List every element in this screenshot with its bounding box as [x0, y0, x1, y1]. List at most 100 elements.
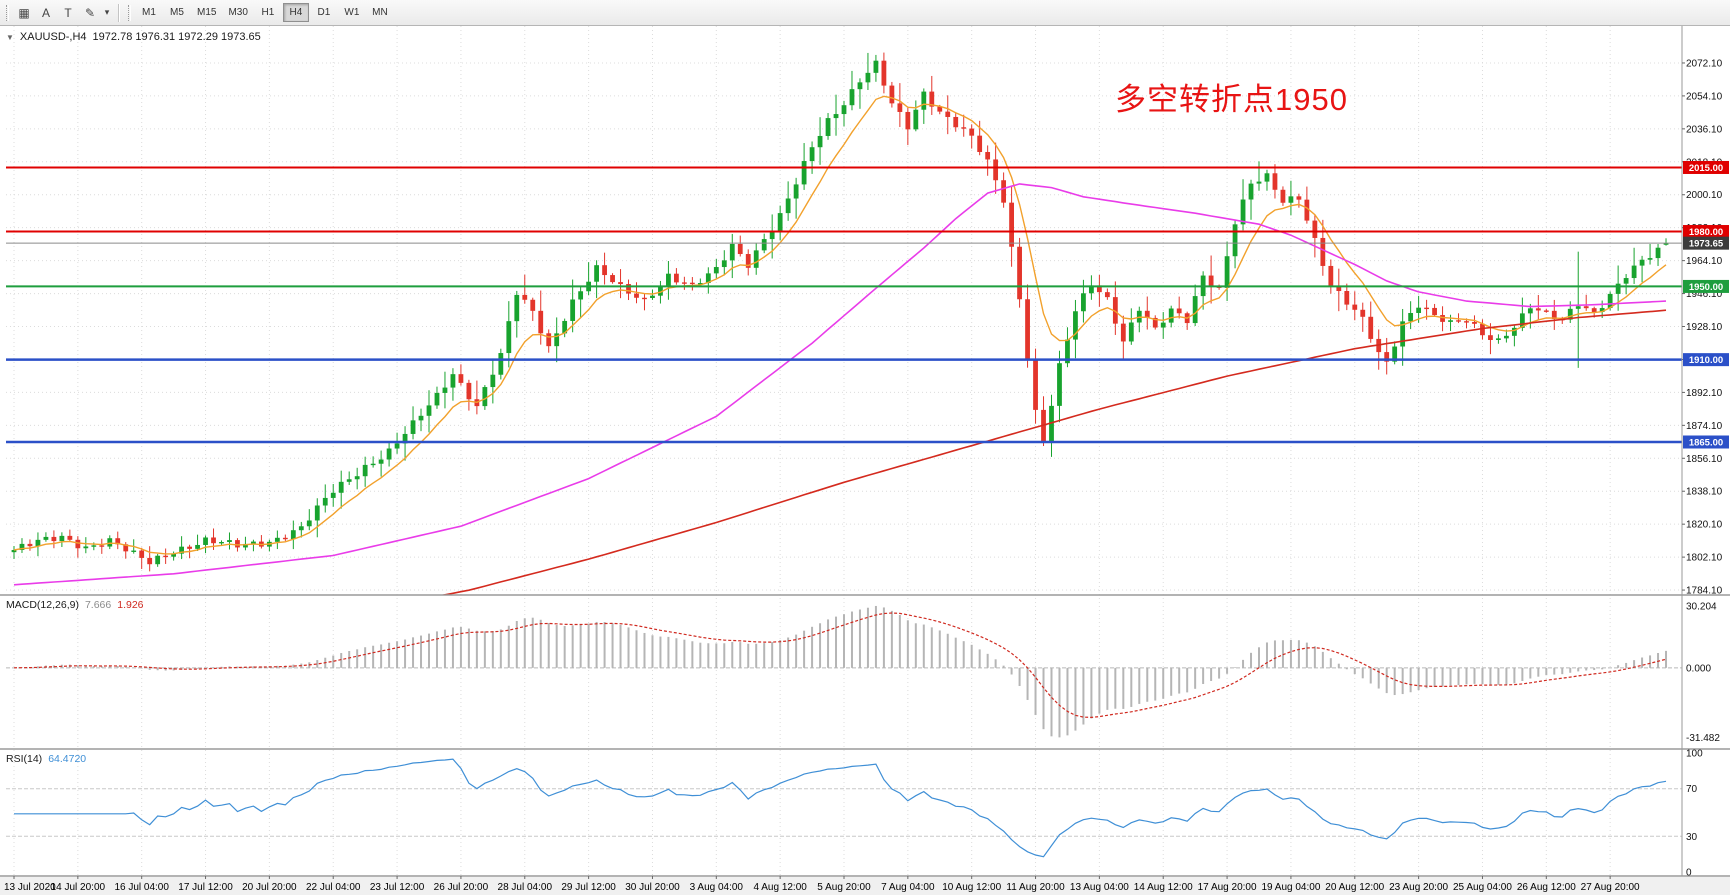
time-axis-label: 19 Aug 04:00 — [1261, 882, 1320, 893]
svg-text:2015.00: 2015.00 — [1689, 163, 1723, 174]
rsi-name-text: RSI(14) — [6, 753, 43, 765]
textbox-tool-button[interactable]: T — [57, 3, 79, 23]
time-axis-label: 4 Aug 12:00 — [753, 882, 807, 893]
horizontal-level-lines[interactable] — [6, 166, 1682, 444]
current-price-tag[interactable]: 1973.65 — [1683, 236, 1729, 250]
time-axis-label: 13 Aug 04:00 — [1070, 882, 1129, 893]
svg-text:1865.00: 1865.00 — [1689, 437, 1723, 448]
svg-text:1980.00: 1980.00 — [1689, 227, 1723, 238]
grid-lines — [6, 26, 1682, 876]
svg-text:1950.00: 1950.00 — [1689, 282, 1723, 293]
time-axis-label: 27 Aug 20:00 — [1581, 882, 1640, 893]
time-axis-label: 17 Jul 12:00 — [178, 882, 233, 893]
toolbar-separator — [118, 3, 119, 22]
time-axis-label: 11 Aug 20:00 — [1006, 882, 1065, 893]
macd-signal-value-text: 1.926 — [117, 599, 144, 611]
top-toolbar: ▦ A T ✎ ▾ M1 M5 M15 M30 H1 H4 D1 W1 MN — [0, 0, 1730, 26]
price-axis-label: 1892.10 — [1686, 388, 1723, 399]
time-axis-label: 25 Aug 04:00 — [1453, 882, 1512, 893]
timeframe-button-h1[interactable]: H1 — [255, 3, 281, 22]
price-tag-1910.00[interactable]: 1910.00 — [1683, 353, 1729, 367]
pane-separators — [0, 26, 1730, 877]
time-axis-label: 10 Aug 12:00 — [942, 882, 1001, 893]
ma-fast-line — [13, 95, 1667, 555]
rsi-line — [14, 758, 1667, 858]
chevron-down-icon: ▾ — [104, 7, 110, 17]
rsi-value-text: 64.4720 — [48, 753, 87, 765]
chart-symbol-label: ▼ XAUUSD-,H4 1972.78 1976.31 1972.29 197… — [6, 31, 261, 43]
chart-annotation-text[interactable]: 多空转折点1950 — [1115, 82, 1348, 117]
toolbar-grip[interactable] — [128, 4, 131, 21]
candlestick-series — [11, 52, 1669, 572]
price-axis-label: 2054.10 — [1686, 91, 1723, 102]
time-axis-label: 14 Aug 12:00 — [1134, 882, 1193, 893]
timeframe-button-h4[interactable]: H4 — [282, 3, 309, 22]
svg-text:1910.00: 1910.00 — [1689, 355, 1723, 366]
price-tag-1950.00[interactable]: 1950.00 — [1683, 279, 1729, 293]
price-axis-label: 1838.10 — [1686, 487, 1723, 498]
drawing-tool-button[interactable]: ✎ — [79, 3, 101, 23]
timeframe-button-w1[interactable]: W1 — [339, 3, 365, 22]
macd-axis-label: 0.000 — [1686, 663, 1711, 674]
axis-labels: 2072.102054.102036.102018.102000.101982.… — [1682, 58, 1723, 879]
price-axis-label: 1820.10 — [1686, 520, 1723, 531]
rsi-axis-label: 30 — [1686, 832, 1698, 843]
time-axis-label: 20 Jul 20:00 — [242, 882, 297, 893]
toolbar-grip[interactable] — [6, 4, 9, 21]
price-axis-label: 1784.10 — [1686, 586, 1723, 597]
ma-slow-line — [439, 309, 1667, 595]
pattern-tool-button[interactable]: ▦ — [13, 3, 35, 23]
price-tag-1980.00[interactable]: 1980.00 — [1683, 225, 1729, 239]
price-tag-1865.00[interactable]: 1865.00 — [1683, 435, 1729, 449]
macd-axis-label: -31.482 — [1686, 733, 1720, 744]
price-axis-label: 1946.10 — [1686, 289, 1723, 300]
collapse-icon[interactable]: ▼ — [6, 32, 14, 42]
ma-medium-line — [13, 183, 1667, 586]
time-axis-label: 26 Aug 12:00 — [1517, 882, 1576, 893]
macd-name-text: MACD(12,26,9) — [6, 599, 79, 611]
time-axis-label: 13 Jul 2020 — [4, 882, 56, 893]
drawing-dropdown-button[interactable]: ▾ — [101, 3, 113, 23]
time-axis-label: 7 Aug 04:00 — [881, 882, 935, 893]
letter-t-icon: T — [64, 5, 72, 20]
price-tag-2015.00[interactable]: 2015.00 — [1683, 160, 1729, 174]
time-axis-label: 16 Jul 04:00 — [114, 882, 169, 893]
pattern-grid-icon: ▦ — [18, 5, 30, 20]
time-axis-label: 14 Jul 20:00 — [51, 882, 106, 893]
price-axis-label: 1856.10 — [1686, 454, 1723, 465]
price-axis-label: 2072.10 — [1686, 58, 1723, 69]
time-axis-label: 30 Jul 20:00 — [625, 882, 680, 893]
timeframe-button-m1[interactable]: M1 — [136, 3, 162, 22]
time-axis-label: 22 Jul 04:00 — [306, 882, 361, 893]
price-tags[interactable]: 2015.00 1980.00 1950.00 1910.00 1865.00 1973.… — [1683, 160, 1729, 449]
timeframe-button-m5[interactable]: M5 — [164, 3, 190, 22]
price-axis-label: 1802.10 — [1686, 553, 1723, 564]
label-tool-button[interactable]: A — [35, 3, 57, 23]
rsi-axis-label: 0 — [1686, 868, 1692, 879]
rsi-indicator-label: RSI(14) 64.4720 — [6, 753, 86, 765]
time-axis-label: 17 Aug 20:00 — [1198, 882, 1257, 893]
symbol-timeframe-text: XAUUSD-,H4 — [19, 31, 87, 43]
macd-value-text: 7.666 — [84, 599, 112, 611]
moving-average-lines — [13, 95, 1667, 595]
rsi-axis-label: 100 — [1686, 749, 1703, 760]
timeframe-button-d1[interactable]: D1 — [311, 3, 337, 22]
time-axis-label: 28 Jul 04:00 — [498, 882, 553, 893]
time-axis-label: 20 Aug 12:00 — [1325, 882, 1384, 893]
timeframe-button-m15[interactable]: M15 — [192, 3, 221, 22]
time-axis-label: 29 Jul 12:00 — [561, 882, 616, 893]
time-axis-label: 3 Aug 04:00 — [690, 882, 744, 893]
timeframe-button-mn[interactable]: MN — [367, 3, 393, 22]
letter-a-icon: A — [41, 5, 50, 20]
timeframe-button-m30[interactable]: M30 — [223, 3, 252, 22]
price-axis-label: 1928.10 — [1686, 322, 1723, 333]
time-axis-label: 23 Jul 12:00 — [370, 882, 425, 893]
time-axis-label: 23 Aug 20:00 — [1389, 882, 1448, 893]
price-axis-label: 2036.10 — [1686, 124, 1723, 135]
pencil-icon: ✎ — [84, 5, 96, 20]
macd-pane — [6, 605, 1682, 738]
macd-axis-label: 30.204 — [1686, 601, 1717, 612]
price-axis-label: 1874.10 — [1686, 421, 1723, 432]
svg-text:1973.65: 1973.65 — [1689, 239, 1724, 250]
